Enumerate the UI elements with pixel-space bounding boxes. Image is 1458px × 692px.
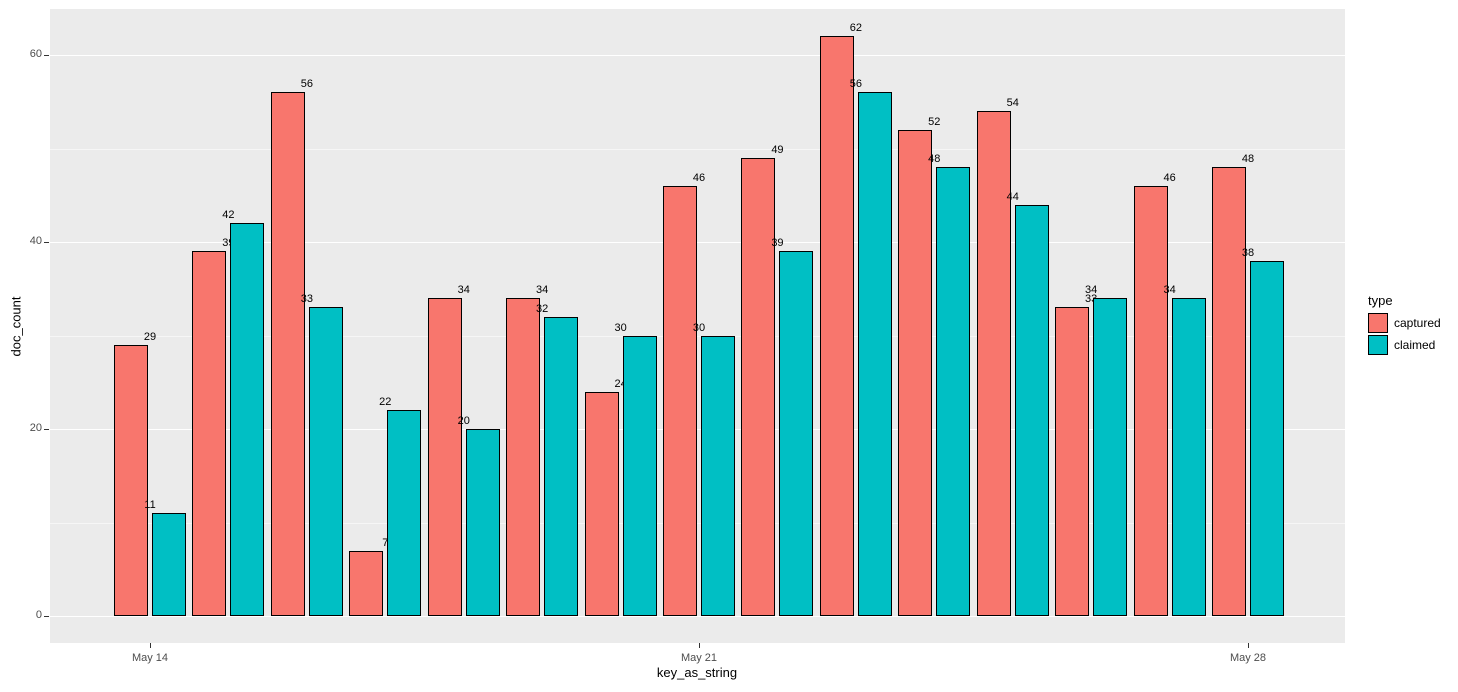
- bar-value-label: 7: [382, 536, 389, 549]
- legend: type captured claimed: [1368, 293, 1441, 357]
- bar-captured: [114, 344, 148, 616]
- bar-claimed: [544, 316, 579, 616]
- bar-captured: [819, 36, 854, 616]
- bar-claimed: [230, 223, 265, 616]
- bar-value-label: 30: [692, 321, 706, 334]
- bar-value-label: 39: [771, 237, 784, 250]
- legend-title: type: [1368, 293, 1393, 308]
- bar-captured: [976, 111, 1011, 616]
- x-axis-title: key_as_string: [656, 665, 738, 680]
- bar-claimed: [308, 307, 343, 616]
- bar-value-label: 33: [300, 293, 313, 306]
- gridline-major: [50, 242, 1345, 243]
- legend-label: captured: [1394, 316, 1441, 330]
- bar-value-label: 34: [1163, 284, 1176, 297]
- bar-value-label: 46: [692, 171, 706, 184]
- bar-value-label: 22: [379, 396, 392, 409]
- bar-value-label: 44: [1006, 190, 1019, 203]
- y-tick-label: 60: [29, 48, 42, 60]
- legend-entry-captured: captured: [1368, 313, 1441, 333]
- bar-captured: [192, 251, 227, 616]
- y-axis-title: doc_count: [8, 296, 24, 357]
- legend-swatch-captured: [1368, 313, 1388, 333]
- bar-captured: [584, 391, 619, 616]
- bar-claimed: [1250, 260, 1285, 616]
- x-tick-label: May 14: [131, 652, 169, 664]
- bar-claimed: [936, 167, 971, 616]
- bar-value-label: 56: [849, 78, 862, 91]
- x-tick-label: May 21: [680, 652, 718, 664]
- x-tick-mark: [150, 643, 151, 648]
- bar-value-label: 38: [1241, 246, 1255, 259]
- bar-captured: [741, 157, 776, 616]
- bar-captured: [506, 298, 541, 616]
- bar-captured: [349, 550, 384, 616]
- bar-claimed: [779, 251, 814, 616]
- bar-value-label: 34: [1085, 284, 1098, 297]
- bar-claimed: [152, 513, 186, 616]
- bar-value-label: 29: [143, 330, 157, 343]
- y-tick-mark: [44, 242, 49, 243]
- bar-value-label: 52: [928, 115, 941, 128]
- bar-value-label: 46: [1163, 171, 1176, 184]
- bar-claimed: [387, 410, 422, 616]
- bar-captured: [427, 298, 462, 616]
- gridline-minor: [50, 522, 1345, 524]
- bar-value-label: 48: [1241, 153, 1255, 166]
- bar-value-label: 48: [928, 153, 941, 166]
- gridline-major: [50, 429, 1345, 430]
- bar-claimed: [1014, 204, 1049, 616]
- bar-captured: [898, 129, 933, 616]
- bar-claimed: [465, 429, 500, 616]
- legend-swatch-claimed: [1368, 335, 1388, 355]
- x-tick-label: May 28: [1229, 652, 1267, 664]
- gridline-major: [50, 616, 1345, 617]
- bar-captured: [270, 92, 305, 616]
- y-tick-label: 40: [29, 235, 42, 247]
- y-tick-label: 20: [29, 422, 42, 434]
- bar-captured: [1212, 167, 1247, 616]
- x-tick-mark: [1248, 643, 1250, 648]
- bar-value-label: 20: [457, 415, 470, 427]
- bar-value-label: 34: [457, 284, 470, 297]
- legend-label: claimed: [1394, 338, 1436, 352]
- y-tick-mark: [44, 55, 49, 56]
- bar-claimed: [1093, 298, 1128, 616]
- bar-captured: [663, 185, 697, 616]
- gridline-minor: [50, 335, 1345, 337]
- y-tick-mark: [44, 616, 49, 617]
- bar-value-label: 32: [536, 302, 549, 315]
- bar-captured: [1055, 307, 1090, 616]
- bar-value-label: 49: [771, 143, 784, 156]
- legend-entry-claimed: claimed: [1368, 335, 1441, 355]
- bar-value-label: 11: [144, 499, 156, 512]
- bar-claimed: [1171, 298, 1206, 616]
- gridline-major: [50, 55, 1345, 56]
- bar-claimed: [857, 92, 892, 616]
- bar-value-label: 30: [614, 321, 627, 334]
- y-tick-label: 0: [35, 609, 42, 621]
- bar-value-label: 56: [300, 78, 313, 91]
- bar-claimed: [701, 335, 735, 616]
- bar-value-label: 34: [536, 284, 549, 297]
- x-tick-mark: [699, 643, 700, 648]
- bar-claimed: [622, 335, 657, 616]
- bar-captured: [1133, 185, 1168, 616]
- legend-entries: captured claimed: [1368, 313, 1441, 355]
- bar-value-label: 62: [849, 22, 862, 35]
- gridline-minor: [50, 148, 1345, 150]
- y-tick-mark: [44, 429, 49, 430]
- bar-value-label: 42: [222, 209, 235, 222]
- plot-panel: 29 11 39 42 56 33 7 22 34 20 34 32 24 30 46 30 49 39 62 56 5…: [50, 9, 1345, 643]
- bar-value-label: 54: [1006, 97, 1019, 110]
